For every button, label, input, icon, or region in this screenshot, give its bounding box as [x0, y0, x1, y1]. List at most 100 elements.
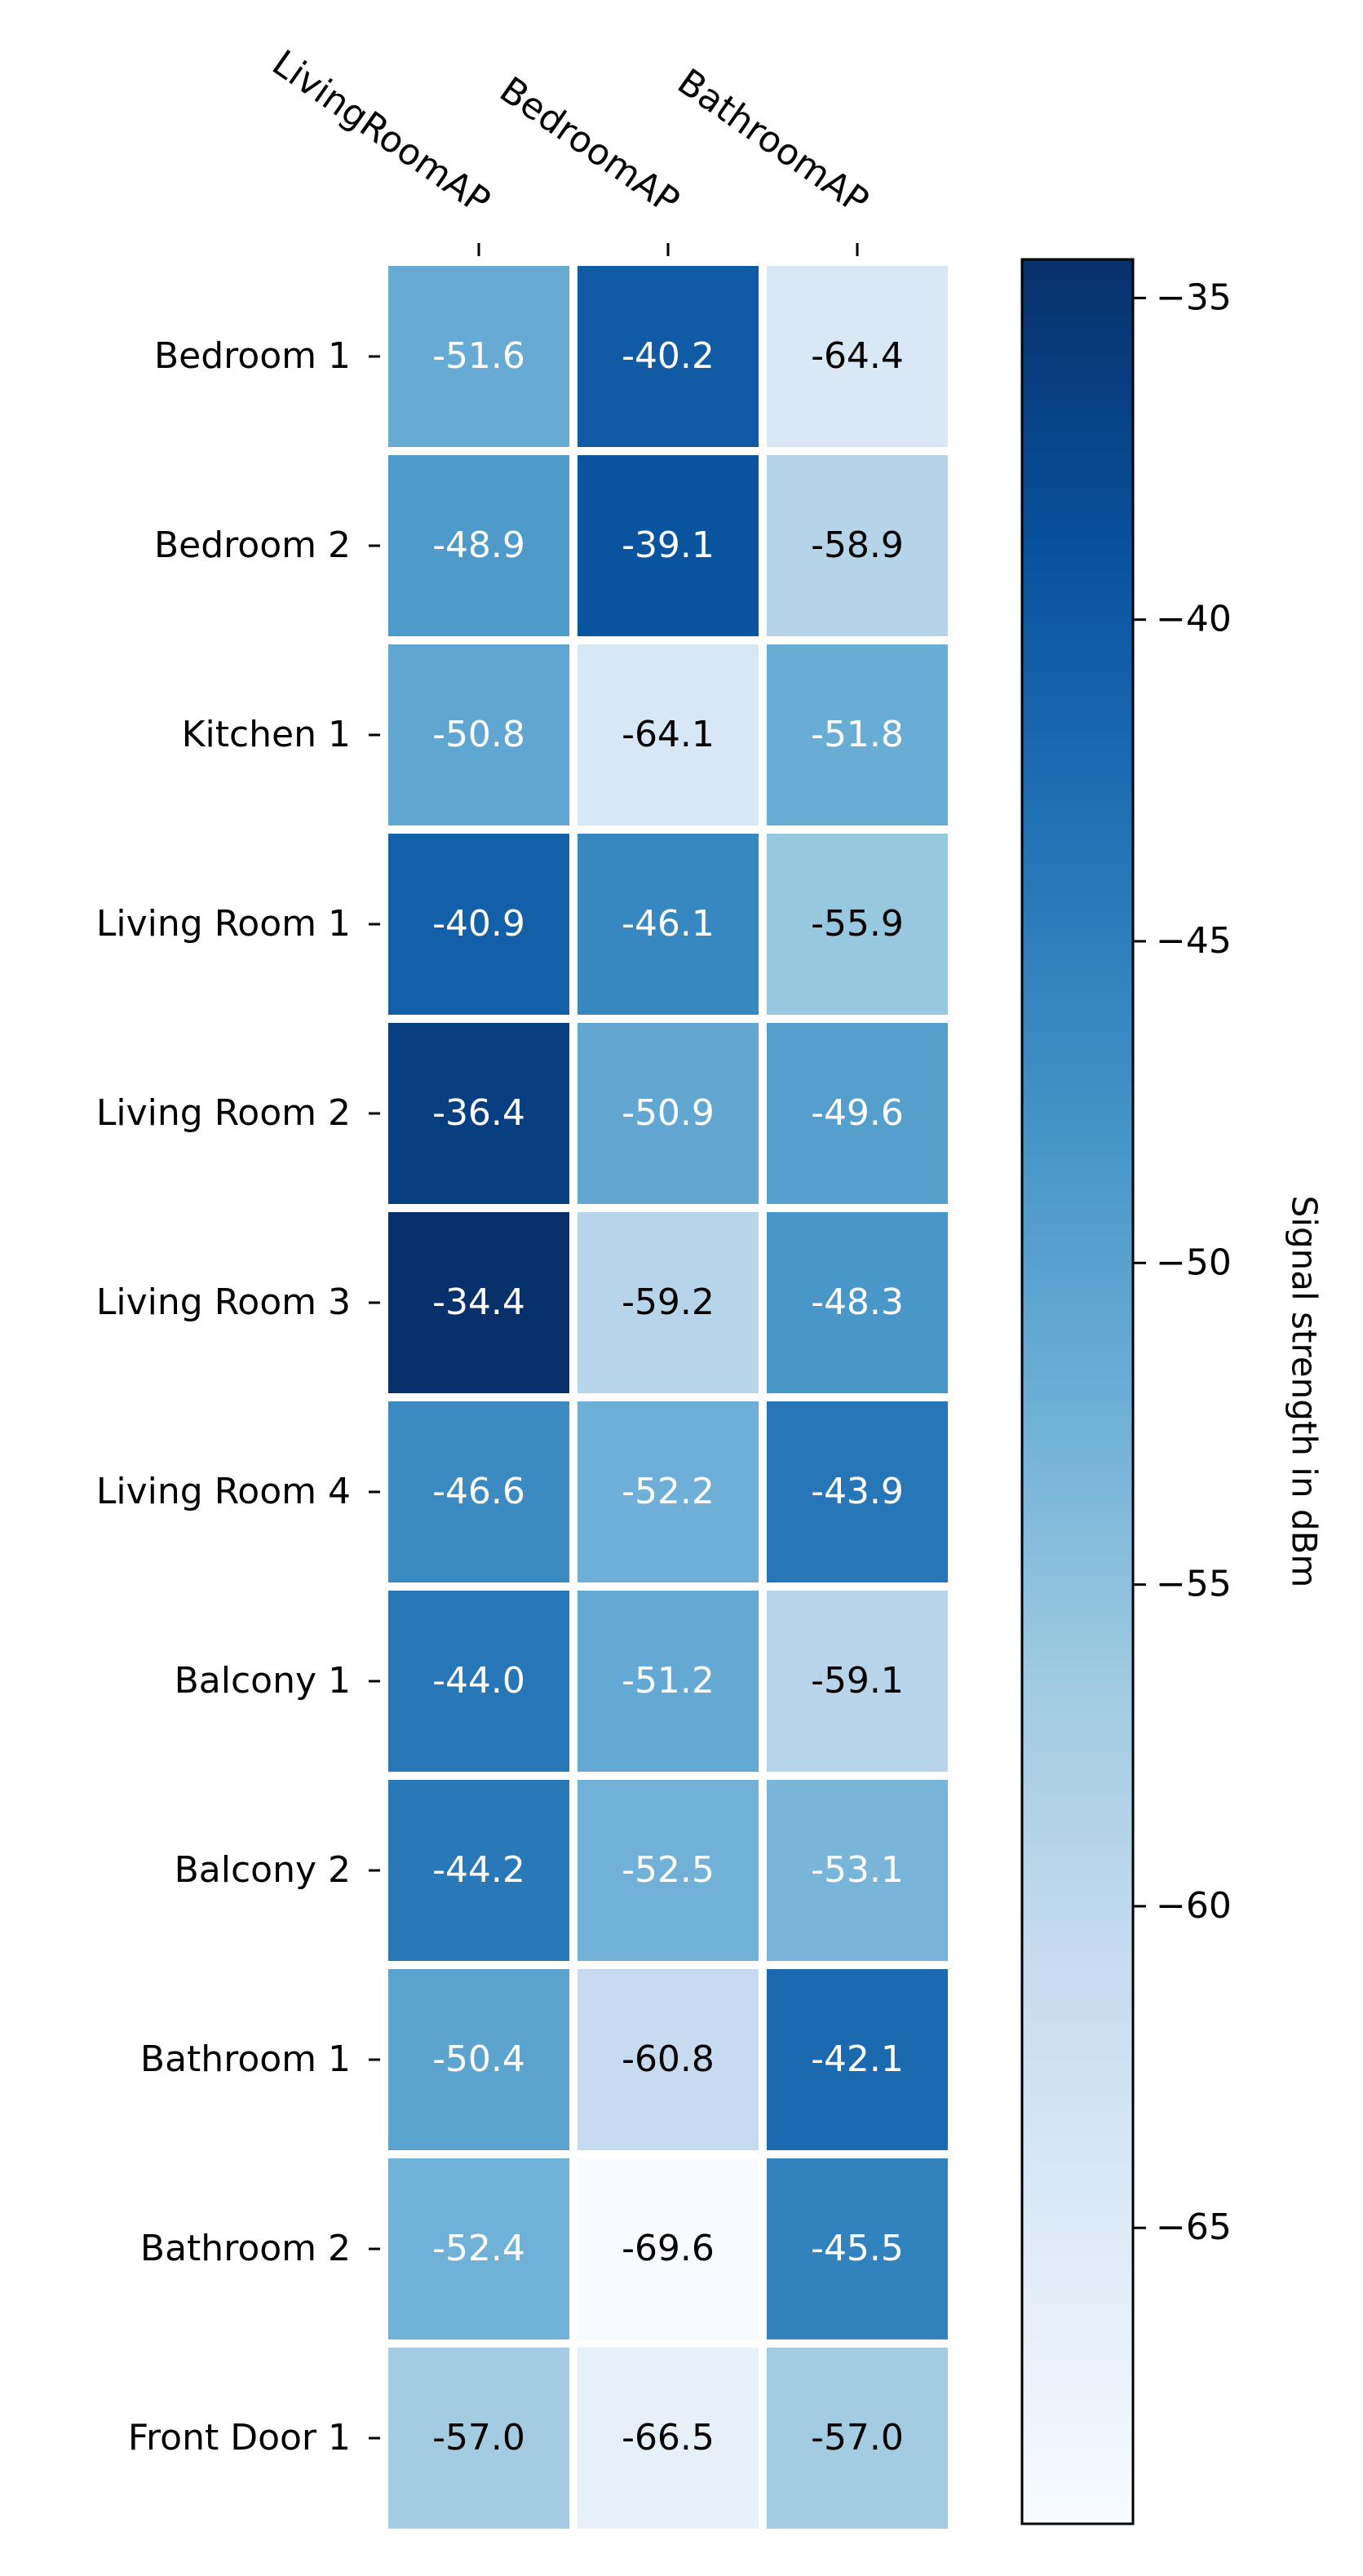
heatmap-cell-labels: -51.6 -40.2 -64.4 -48.9 -39.1 -58.9 -50.8 -64.1…	[432, 335, 904, 2459]
cell-value-label: -64.1	[622, 714, 715, 755]
cell-value-label: -59.2	[622, 1281, 715, 1323]
heatmap-cell	[578, 644, 759, 825]
heatmap-cell	[388, 2348, 569, 2529]
heatmap-cell	[578, 834, 759, 1015]
cell-value-label: -46.1	[622, 903, 715, 945]
x-tick-label: LivingRoomAP	[265, 42, 498, 223]
cell-value-label: -57.0	[811, 2417, 904, 2459]
colorbar: −35 −40 −45 −50 −55 −60 −65 Signal strength in…	[1020, 258, 1325, 2525]
heatmap-cell	[388, 834, 569, 1015]
y-tick-label: Kitchen 1	[182, 714, 351, 755]
colorbar-label: Signal strength in dBm	[1285, 1196, 1325, 1588]
cell-value-label: -36.4	[432, 1092, 525, 1134]
cell-value-label: -58.9	[811, 524, 904, 566]
cell-value-label: -57.0	[432, 2417, 525, 2459]
heatmap-cell	[578, 266, 759, 447]
colorbar-tick-label: −65	[1156, 2206, 1232, 2248]
heatmap-cell	[767, 1401, 948, 1582]
heatmap-cell	[767, 834, 948, 1015]
heatmap-cell	[578, 2348, 759, 2529]
heatmap-cell	[388, 2158, 569, 2339]
heatmap-cell	[578, 1212, 759, 1393]
heatmap-cell	[767, 1780, 948, 1961]
heatmap-cell	[388, 644, 569, 825]
y-tick-label: Living Room 1	[96, 903, 351, 945]
colorbar-gradient	[1020, 258, 1135, 2525]
heatmap-cell	[578, 1780, 759, 1961]
cell-value-label: -69.6	[622, 2228, 715, 2269]
cell-value-label: -59.1	[811, 1660, 904, 1702]
heatmap-cell	[767, 644, 948, 825]
cell-value-label: -46.6	[432, 1471, 525, 1512]
heatmap-cell	[578, 455, 759, 636]
y-tick-label: Living Room 2	[96, 1092, 351, 1134]
y-tick-label: Balcony 2	[175, 1849, 351, 1891]
heatmap-cell	[388, 1401, 569, 1582]
cell-value-label: -51.6	[432, 335, 525, 377]
x-tick-label: BedroomAP	[492, 69, 687, 223]
colorbar-ticks: −35 −40 −45 −50 −55 −60 −65	[1133, 277, 1232, 2248]
heatmap-cell	[767, 455, 948, 636]
cell-value-label: -51.2	[622, 1660, 715, 1702]
colorbar-tick-label: −60	[1156, 1885, 1232, 1927]
cell-value-label: -39.1	[622, 524, 715, 566]
colorbar-tick-label: −55	[1156, 1564, 1232, 1605]
cell-value-label: -66.5	[622, 2417, 715, 2459]
colorbar-tick-label: −35	[1156, 277, 1232, 318]
y-tick-label: Living Room 4	[96, 1471, 351, 1512]
heatmap-cell	[578, 1591, 759, 1772]
cell-value-label: -34.4	[432, 1281, 525, 1323]
cell-value-label: -49.6	[811, 1092, 904, 1134]
heatmap-cell	[767, 1969, 948, 2150]
heatmap-cell	[578, 1401, 759, 1582]
heatmap-cell	[767, 2348, 948, 2529]
cell-value-label: -50.8	[432, 714, 525, 755]
heatmap-cell	[767, 1591, 948, 1772]
heatmap-cell	[388, 266, 569, 447]
heatmap-cell	[388, 455, 569, 636]
heatmap-cell	[578, 1023, 759, 1204]
colorbar-tick-label: −45	[1156, 920, 1232, 962]
cell-value-label: -44.2	[432, 1849, 525, 1891]
y-tick-label: Bedroom 2	[154, 524, 351, 566]
x-tick-label: BathroomAP	[670, 61, 876, 223]
cell-value-label: -55.9	[811, 903, 904, 945]
cell-value-label: -50.4	[432, 2038, 525, 2080]
heatmap-cell	[388, 1969, 569, 2150]
colorbar-tick-label: −40	[1156, 599, 1232, 640]
cell-value-label: -64.4	[811, 335, 904, 377]
cell-value-label: -53.1	[811, 1849, 904, 1891]
heatmap-cell	[767, 2158, 948, 2339]
cell-value-label: -60.8	[622, 2038, 715, 2080]
heatmap-cell	[388, 1591, 569, 1772]
cell-value-label: -48.3	[811, 1281, 904, 1323]
heatmap-cell	[578, 2158, 759, 2339]
y-tick-label: Front Door 1	[128, 2417, 351, 2459]
cell-value-label: -51.8	[811, 714, 904, 755]
colorbar-tick-label: −50	[1156, 1242, 1232, 1283]
heatmap-cells	[388, 266, 948, 2529]
y-tick-label: Bathroom 1	[140, 2038, 351, 2080]
heatmap-cell	[388, 1780, 569, 1961]
cell-value-label: -44.0	[432, 1660, 525, 1702]
cell-value-label: -52.2	[622, 1471, 715, 1512]
cell-value-label: -43.9	[811, 1471, 904, 1512]
heatmap-cell	[767, 1212, 948, 1393]
y-tick-label: Bathroom 2	[140, 2228, 351, 2269]
heatmap-cell	[388, 1212, 569, 1393]
cell-value-label: -40.2	[622, 335, 715, 377]
y-tick-label: Balcony 1	[175, 1660, 351, 1702]
cell-value-label: -45.5	[811, 2228, 904, 2269]
cell-value-label: -52.4	[432, 2228, 525, 2269]
heatmap-cell	[578, 1969, 759, 2150]
cell-value-label: -52.5	[622, 1849, 715, 1891]
heatmap-cell	[388, 1023, 569, 1204]
y-tick-label: Bedroom 1	[154, 335, 351, 377]
cell-value-label: -40.9	[432, 903, 525, 945]
cell-value-label: -42.1	[811, 2038, 904, 2080]
y-tick-label: Living Room 3	[96, 1281, 351, 1323]
heatmap-cell	[767, 1023, 948, 1204]
cell-value-label: -48.9	[432, 524, 525, 566]
